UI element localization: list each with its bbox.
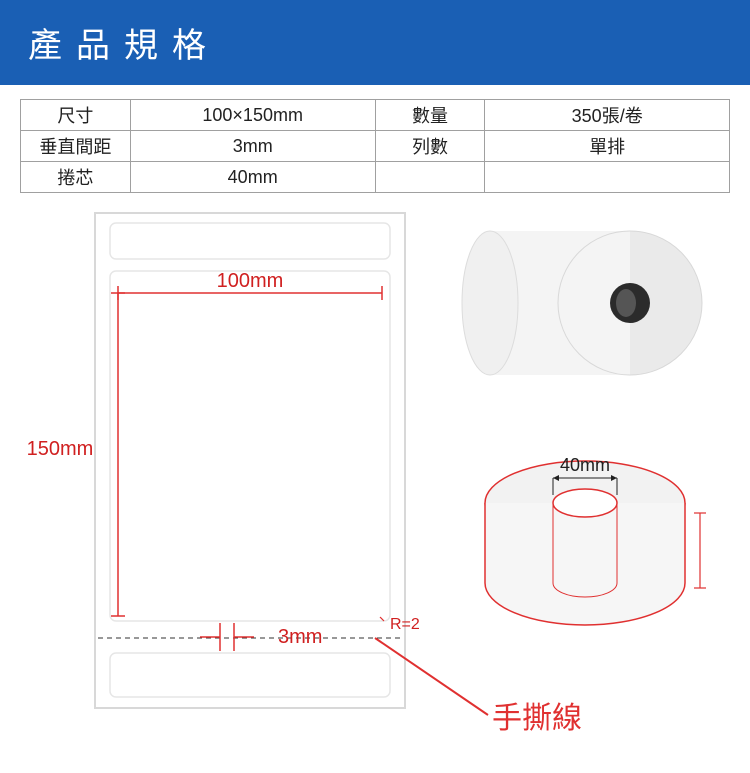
section-header: 產品規格 — [0, 0, 750, 85]
roll-top-cylinder — [485, 503, 685, 625]
cell-size-label: 尺寸 — [21, 100, 131, 131]
spec-diagram: 100mm 150mm 3mm R=2 手撕線 40mm — [0, 193, 750, 773]
tear-label-text: 手撕線 — [492, 702, 582, 735]
cell-cols-value: 單排 — [485, 131, 730, 162]
roll-side-view — [462, 231, 702, 375]
roll-side-face-front — [462, 231, 518, 375]
diagram-area: 100mm 150mm 3mm R=2 手撕線 40mm — [0, 193, 750, 773]
dim-height-text: 150mm — [27, 438, 94, 460]
label-main — [110, 271, 390, 621]
roll-side-core-hole — [616, 289, 636, 317]
cell-empty — [375, 162, 485, 193]
table-row: 捲芯 40mm — [21, 162, 730, 193]
cell-qty-label: 數量 — [375, 100, 485, 131]
cell-vgap-label: 垂直間距 — [21, 131, 131, 162]
cell-vgap-value: 3mm — [130, 131, 375, 162]
dim-core-text: 40mm — [560, 455, 610, 475]
cell-core-label: 捲芯 — [21, 162, 131, 193]
spec-table: 尺寸 100×150mm 數量 350張/卷 垂直間距 3mm 列數 單排 捲芯… — [20, 99, 730, 193]
section-title: 產品規格 — [28, 27, 220, 65]
roll-top-view: 40mm — [485, 455, 706, 625]
roll-top-core-top — [553, 489, 617, 517]
dim-width-text: 100mm — [217, 270, 284, 292]
cell-core-value: 40mm — [130, 162, 375, 193]
label-top-strip — [110, 223, 390, 259]
label-bottom-strip — [110, 653, 390, 697]
cell-cols-label: 列數 — [375, 131, 485, 162]
dim-radius-text: R=2 — [390, 616, 420, 633]
dim-gap-text: 3mm — [278, 626, 322, 648]
cell-empty — [485, 162, 730, 193]
cell-qty-value: 350張/卷 — [485, 100, 730, 131]
table-row: 尺寸 100×150mm 數量 350張/卷 — [21, 100, 730, 131]
cell-size-value: 100×150mm — [130, 100, 375, 131]
table-row: 垂直間距 3mm 列數 單排 — [21, 131, 730, 162]
